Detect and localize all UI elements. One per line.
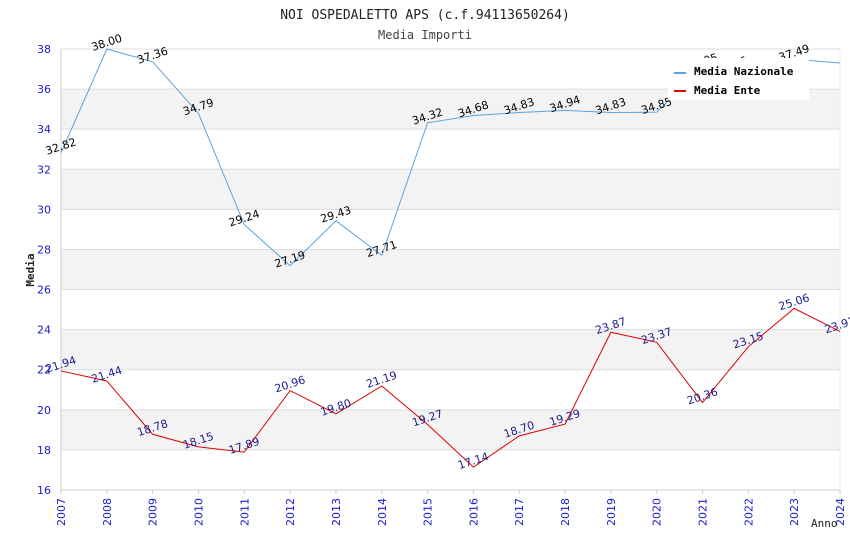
x-tick-label: 2012 [284,498,297,526]
x-tick-label: 2017 [513,498,526,526]
y-axis-label: Media [24,253,37,286]
plot-band [61,249,840,290]
x-tick-label: 2016 [467,498,480,526]
data-label: 20.96 [273,373,307,395]
legend: Media Nazionale Media Ente [668,58,809,100]
y-tick-label: 24 [37,324,51,337]
x-axis-ticks: 2007 2008 2009 2010 2011 2012 2013 2014 2015 2016… [55,490,847,526]
data-label: 37.36 [136,45,170,67]
data-label: 20.36 [685,385,719,407]
x-tick-label: 2018 [559,498,572,526]
chart-title: NOI OSPEDALETTO APS (c.f.94113650264) [280,8,570,23]
x-tick-label: 2022 [742,498,755,526]
data-label: 21.19 [365,369,399,391]
x-tick-label: 2011 [238,498,251,526]
legend-label-ente: Media Ente [694,84,761,97]
chart-subtitle: Media Importi [378,28,472,42]
x-axis-label: Anno [811,517,838,530]
x-tick-label: 2015 [422,498,435,526]
x-tick-label: 2009 [147,498,160,526]
y-tick-label: 18 [37,444,51,457]
y-tick-label: 28 [37,243,51,256]
series-line-ente [60,307,841,468]
x-tick-label: 2007 [55,498,68,526]
x-tick-label: 2013 [330,498,343,526]
y-tick-label: 30 [37,203,51,216]
data-label: 25.06 [777,291,811,313]
x-tick-label: 2024 [834,498,847,526]
x-tick-label: 2008 [101,498,114,526]
data-label: 17.14 [456,450,490,472]
plot-band [61,329,840,370]
data-label: 38.00 [90,32,124,54]
plot-band [61,409,840,450]
y-tick-label: 34 [37,123,51,136]
x-tick-label: 2021 [697,498,710,526]
x-tick-label: 2019 [605,498,618,526]
y-tick-label: 16 [37,484,51,497]
plot-band [61,169,840,210]
legend-label-nazionale: Media Nazionale [694,65,794,78]
y-axis-ticks: 16 18 20 22 24 26 28 30 32 34 36 38 [37,43,51,497]
data-label: 23.91 [823,314,850,336]
y-tick-label: 38 [37,43,51,56]
x-tick-label: 2014 [376,498,389,526]
x-tick-label: 2010 [192,498,205,526]
y-tick-label: 22 [37,364,51,377]
y-tick-label: 26 [37,284,51,297]
legend-box [668,58,809,100]
y-tick-label: 20 [37,404,51,417]
x-tick-label: 2020 [651,498,664,526]
y-tick-label: 32 [37,163,51,176]
y-tick-label: 36 [37,83,51,96]
x-tick-label: 2023 [788,498,801,526]
plot-bands [61,89,840,450]
data-label: 29.24 [227,207,261,229]
